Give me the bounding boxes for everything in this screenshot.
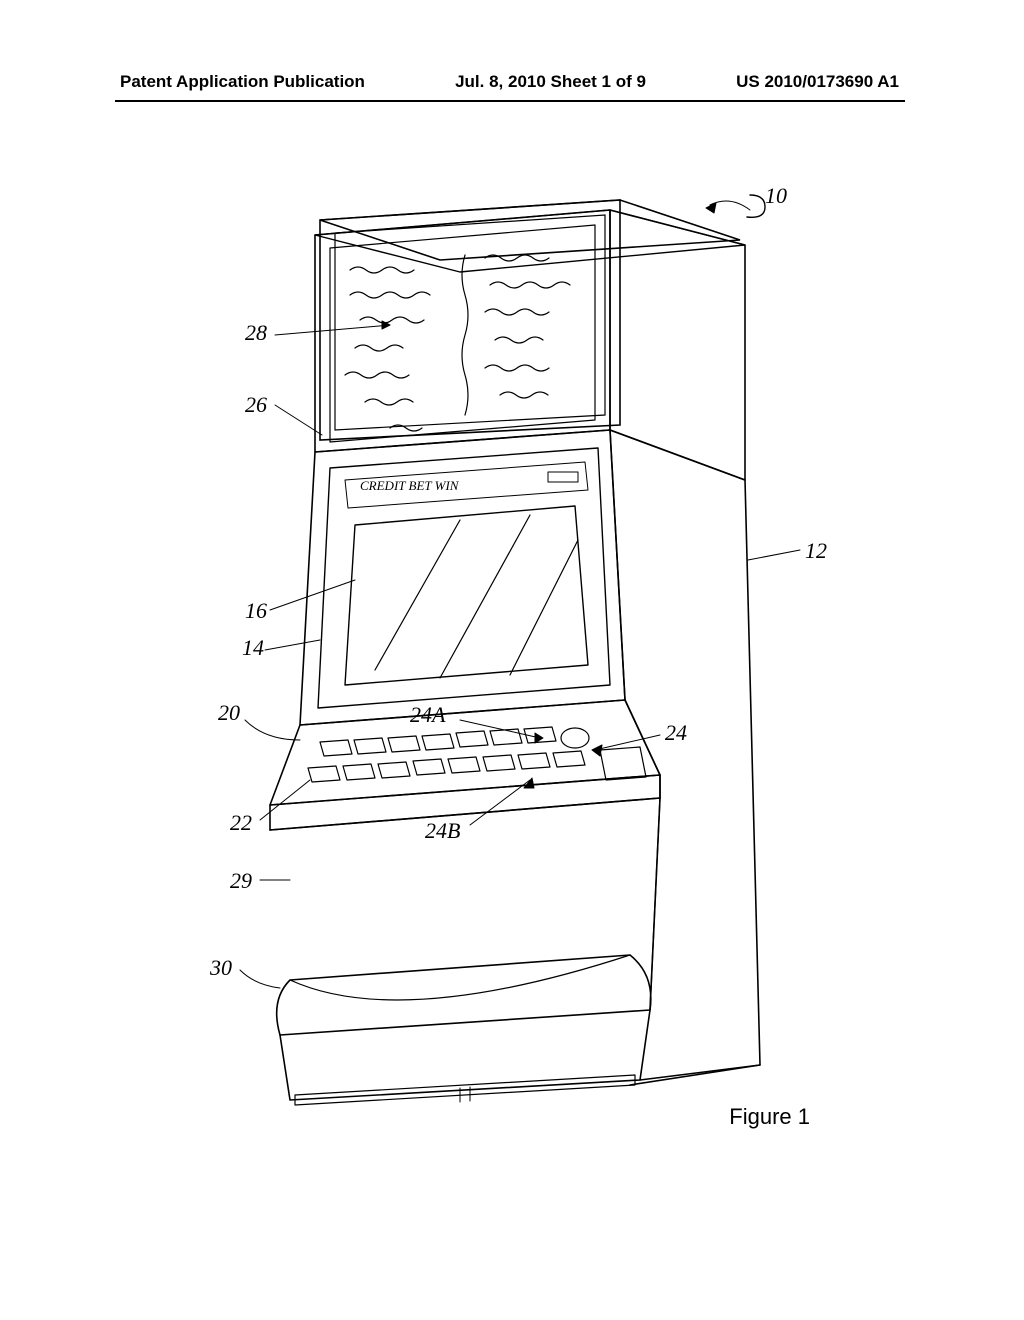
ref-24b: 24B	[425, 818, 460, 844]
ref-12: 12	[805, 538, 827, 564]
header-center: Jul. 8, 2010 Sheet 1 of 9	[455, 72, 646, 92]
header-left: Patent Application Publication	[120, 72, 365, 92]
figure-1: 10 12 28 26 16 14 20 22 29 30 24A 24 24B…	[150, 180, 870, 1130]
ref-22: 22	[230, 810, 252, 836]
header-right: US 2010/0173690 A1	[736, 72, 899, 92]
ref-28: 28	[245, 320, 267, 346]
ref-14: 14	[242, 635, 264, 661]
ref-20: 20	[218, 700, 240, 726]
figure-caption: Figure 1	[729, 1104, 810, 1130]
ref-24: 24	[665, 720, 687, 746]
ref-24a: 24A	[410, 702, 445, 728]
ref-16: 16	[245, 598, 267, 624]
header-divider	[115, 100, 905, 102]
ref-30: 30	[210, 955, 232, 981]
screen-credit-bet-win: CREDIT BET WIN	[360, 478, 458, 494]
ref-10: 10	[765, 183, 787, 209]
ref-26: 26	[245, 392, 267, 418]
ref-29: 29	[230, 868, 252, 894]
